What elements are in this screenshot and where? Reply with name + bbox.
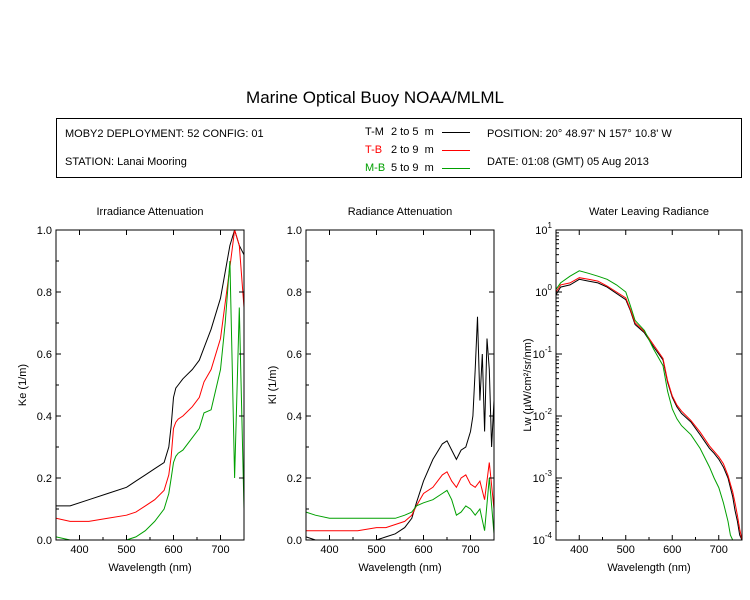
- legend-item-t-b: T-B 2 to 9 m: [365, 144, 470, 158]
- y-tick-label: 1.0: [287, 225, 302, 237]
- x-tick-label: 500: [117, 544, 135, 556]
- x-tick-label: 700: [461, 544, 479, 556]
- x-tick-label: 500: [617, 544, 635, 556]
- series-line-t-b: [56, 230, 244, 522]
- legend-name: T-B: [365, 144, 383, 156]
- y-tick-label: 100: [535, 283, 552, 299]
- legend-item-t-m: T-M 2 to 5 m: [365, 126, 470, 140]
- legend-item-m-b: M-B 5 to 9 m: [365, 162, 470, 176]
- plot-frame: [555, 229, 743, 541]
- legend-unit: m: [424, 144, 434, 156]
- x-axis-label: Wavelength (nm): [358, 562, 441, 574]
- y-tick-label: 0.4: [287, 411, 302, 423]
- y-tick-label: 0.8: [287, 287, 302, 299]
- y-axis-label: Kl (1/m): [267, 366, 279, 405]
- series-line-m-b: [56, 260, 244, 540]
- x-tick-label: 600: [414, 544, 432, 556]
- y-tick-label: 0.6: [37, 349, 52, 361]
- legend-unit: m: [424, 162, 434, 174]
- y-tick-label: 0.0: [37, 535, 52, 547]
- legend-name: T-M: [365, 126, 384, 138]
- page-title: Marine Optical Buoy NOAA/MLML: [246, 88, 504, 107]
- legend-unit: m: [424, 126, 434, 138]
- x-tick-label: 500: [367, 544, 385, 556]
- x-tick-label: 700: [211, 544, 229, 556]
- date-text: DATE: 01:08 (GMT) 05 Aug 2013: [487, 156, 649, 168]
- y-axis-label: Lw (µW/cm²/sr/nm): [522, 338, 534, 431]
- x-tick-label: 600: [164, 544, 182, 556]
- deployment-text: MOBY2 DEPLOYMENT: 52 CONFIG: 01: [65, 128, 264, 140]
- chart-title-1: Radiance Attenuation: [348, 206, 453, 218]
- legend-line-t-m: [441, 131, 470, 133]
- chart-title-0: Irradiance Attenuation: [96, 206, 203, 218]
- y-tick-label: 10-4: [533, 531, 553, 547]
- station-text: STATION: Lanai Mooring: [65, 156, 187, 168]
- y-tick-label: 0.8: [37, 287, 52, 299]
- x-tick-label: 400: [570, 544, 588, 556]
- series-line-t-b: [556, 277, 742, 540]
- legend-name: M-B: [365, 162, 386, 174]
- y-axis-label: Ke (1/m): [17, 364, 29, 406]
- y-tick-label: 0.6: [287, 349, 302, 361]
- position-text: POSITION: 20° 48.97' N 157° 10.8' W: [487, 128, 672, 140]
- legend-range: 5 to 9: [391, 162, 419, 174]
- series-line-m-b: [556, 270, 734, 540]
- x-axis-label: Wavelength (nm): [108, 562, 191, 574]
- plot-frame: [305, 229, 495, 541]
- y-tick-label: 0.2: [37, 473, 52, 485]
- y-tick-label: 10-3: [533, 469, 553, 485]
- chart-title-2: Water Leaving Radiance: [589, 206, 709, 218]
- x-axis-label: Wavelength (nm): [607, 562, 690, 574]
- x-tick-label: 400: [320, 544, 338, 556]
- y-tick-label: 101: [535, 221, 552, 237]
- y-tick-label: 10-2: [533, 407, 553, 423]
- legend-range: 2 to 5: [391, 126, 419, 138]
- series-line-m-b: [306, 477, 494, 534]
- series-line-t-m: [56, 230, 244, 507]
- series-line-t-m: [556, 278, 742, 540]
- legend-line-m-b: [441, 167, 470, 169]
- y-tick-label: 1.0: [37, 225, 52, 237]
- legend-range: 2 to 9: [391, 144, 419, 156]
- y-tick-label: 0.0: [287, 535, 302, 547]
- plot-frame: [55, 229, 245, 541]
- x-tick-label: 600: [663, 544, 681, 556]
- series-line-t-b: [306, 462, 494, 532]
- series-line-t-m: [306, 316, 494, 540]
- legend-line-t-b: [441, 149, 470, 151]
- x-tick-label: 700: [710, 544, 728, 556]
- y-tick-label: 10-1: [533, 345, 553, 361]
- info-box: MOBY2 DEPLOYMENT: 52 CONFIG: 01 STATION:…: [56, 118, 742, 178]
- x-tick-label: 400: [70, 544, 88, 556]
- y-tick-label: 0.4: [37, 411, 52, 423]
- y-tick-label: 0.2: [287, 473, 302, 485]
